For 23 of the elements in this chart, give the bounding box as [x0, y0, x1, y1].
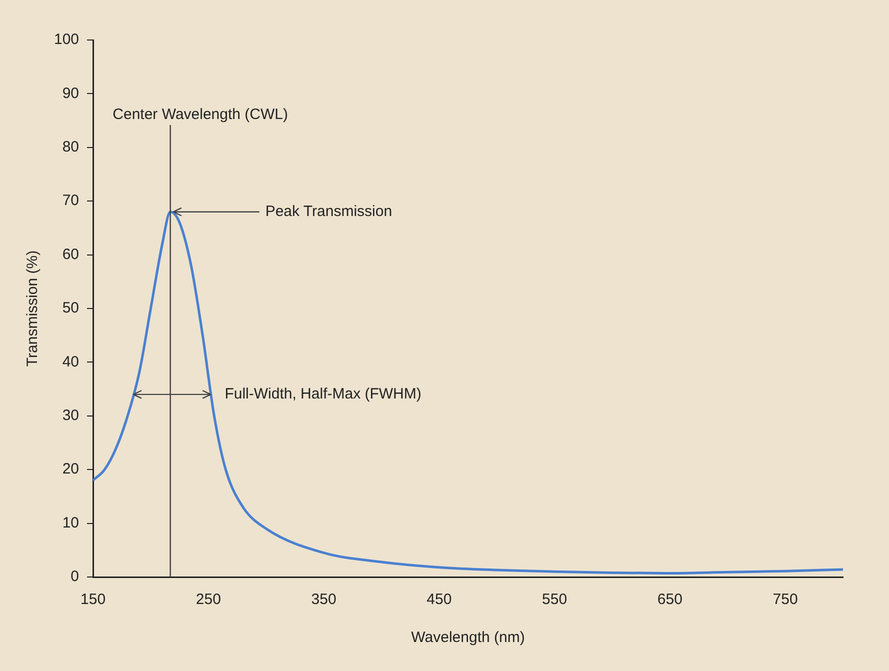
y-tick-label: 100	[54, 31, 80, 48]
x-tick-label: 550	[542, 591, 568, 608]
x-tick-label: 750	[772, 591, 798, 608]
y-tick-label: 50	[62, 300, 80, 317]
y-tick-label: 80	[62, 138, 80, 156]
x-axis-title: Wavelength (nm)	[411, 629, 525, 646]
x-tick-label: 250	[196, 591, 221, 608]
annotation: Full-Width, Half-Max (FWHM)	[224, 386, 422, 403]
ref-line-label: Center Wavelength (CWL)	[112, 106, 288, 124]
x-tick-label: 450	[426, 591, 452, 608]
y-axis-title: Transmission (%)	[24, 250, 42, 367]
y-tick-label: 90	[62, 84, 80, 102]
annotation: Peak Transmission	[265, 202, 392, 220]
y-tick-label: 30	[62, 407, 80, 424]
y-tick-label: 0	[70, 568, 80, 586]
y-tick-label: 40	[62, 353, 80, 370]
y-tick-label: 60	[62, 246, 80, 263]
y-tick-label: 10	[62, 514, 80, 532]
x-tick-label: 150	[80, 591, 106, 608]
x-tick-label: 650	[657, 591, 682, 608]
x-tick-label: 350	[311, 591, 336, 608]
y-tick-label: 20	[62, 460, 80, 478]
y-tick-label: 70	[62, 192, 80, 210]
